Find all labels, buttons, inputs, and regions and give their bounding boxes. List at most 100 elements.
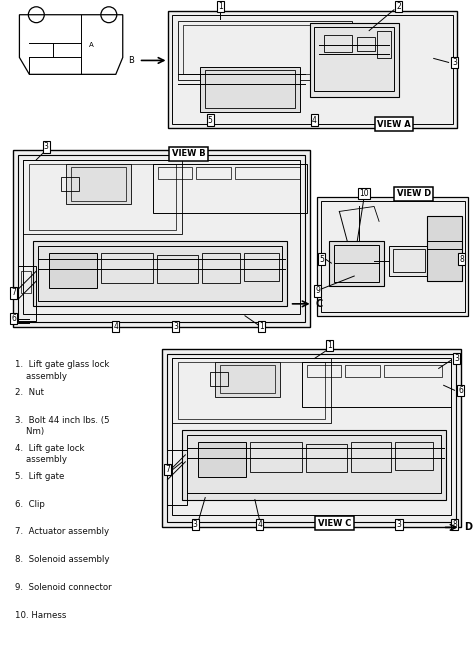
Bar [235, 167, 300, 179]
Text: 6: 6 [458, 386, 463, 395]
Text: 6: 6 [11, 314, 16, 323]
Bar [205, 71, 295, 108]
Bar [306, 444, 347, 472]
Bar [21, 271, 31, 293]
Bar [314, 27, 394, 91]
Text: 5: 5 [319, 255, 324, 264]
Text: 1: 1 [218, 3, 222, 11]
Text: 4: 4 [113, 322, 118, 331]
Text: VIEW D: VIEW D [397, 189, 431, 198]
Bar [202, 253, 240, 283]
Bar [66, 164, 131, 203]
Bar [301, 362, 451, 407]
Bar [168, 11, 456, 128]
Bar [427, 216, 462, 281]
Bar [318, 196, 468, 316]
Text: B: B [128, 56, 134, 65]
Bar [173, 15, 453, 124]
Text: 1.  Lift gate glass lock
    assembly: 1. Lift gate glass lock assembly [16, 360, 110, 380]
Text: 9: 9 [315, 286, 320, 295]
Bar [167, 450, 187, 505]
Text: 1: 1 [259, 322, 264, 331]
Bar [334, 245, 379, 282]
Text: 8: 8 [459, 255, 464, 264]
Text: 5: 5 [208, 115, 213, 124]
Text: 3: 3 [44, 143, 49, 152]
Bar [29, 164, 176, 230]
Bar [244, 253, 279, 281]
Text: 8.  Solenoid assembly: 8. Solenoid assembly [16, 555, 110, 564]
Text: VIEW A: VIEW A [377, 119, 411, 128]
Bar [310, 23, 399, 97]
Bar [250, 442, 301, 472]
Text: 9.  Solenoid connector: 9. Solenoid connector [16, 583, 112, 592]
Bar [377, 30, 391, 58]
Bar [18, 155, 305, 321]
Bar [156, 255, 198, 283]
Bar [321, 200, 465, 312]
Text: 4: 4 [257, 520, 262, 529]
Text: 5.  Lift gate: 5. Lift gate [16, 472, 65, 481]
Text: 3: 3 [397, 520, 401, 529]
Bar [345, 365, 380, 377]
Bar [187, 435, 441, 492]
Bar [18, 266, 36, 321]
Bar [389, 246, 429, 276]
Bar [210, 373, 228, 386]
Bar [183, 25, 347, 75]
Text: 7: 7 [165, 465, 170, 474]
Bar [182, 430, 446, 500]
Text: 3: 3 [193, 520, 198, 529]
Text: 8: 8 [452, 520, 457, 529]
Bar [215, 362, 280, 397]
Bar [163, 349, 461, 527]
Bar [198, 442, 246, 477]
Bar [395, 442, 433, 470]
Bar [178, 362, 326, 419]
Bar [324, 34, 352, 52]
Text: C: C [316, 299, 323, 309]
Bar [307, 365, 341, 377]
Text: 4.  Lift gate lock
    assembly: 4. Lift gate lock assembly [16, 444, 85, 464]
Bar [173, 358, 331, 423]
Text: A: A [89, 41, 93, 47]
Bar [351, 442, 391, 472]
Bar [157, 167, 192, 179]
Bar [153, 164, 307, 213]
Bar [23, 160, 300, 314]
Text: 6.  Clip: 6. Clip [16, 500, 46, 509]
Text: VIEW C: VIEW C [318, 519, 351, 528]
Bar [220, 365, 275, 393]
Bar [61, 177, 79, 191]
Bar [200, 67, 300, 112]
Bar [329, 241, 384, 286]
Text: 10: 10 [359, 189, 369, 198]
Bar [33, 241, 287, 306]
Text: D: D [465, 522, 473, 533]
Text: 7.  Actuator assembly: 7. Actuator assembly [16, 527, 109, 537]
Bar [196, 167, 231, 179]
Text: 3: 3 [452, 58, 457, 67]
Bar [178, 21, 352, 80]
Bar [173, 358, 451, 515]
Text: 3: 3 [173, 322, 178, 331]
Bar [393, 249, 425, 272]
Text: 2.  Nut: 2. Nut [16, 388, 45, 397]
Bar [101, 253, 153, 283]
Bar [49, 253, 97, 288]
Text: 7: 7 [11, 288, 16, 297]
Text: 4: 4 [312, 115, 317, 124]
Text: 1: 1 [327, 341, 332, 350]
Text: 10. Harness: 10. Harness [16, 611, 67, 620]
Bar [357, 36, 375, 51]
Bar [13, 150, 310, 327]
Bar [167, 354, 456, 522]
Bar [384, 365, 442, 377]
Text: 2: 2 [397, 3, 401, 11]
Bar [71, 167, 126, 200]
Bar [23, 160, 182, 235]
Text: 3.  Bolt 44 inch lbs. (5
    Nm): 3. Bolt 44 inch lbs. (5 Nm) [16, 416, 110, 436]
Bar [38, 246, 282, 301]
Text: VIEW B: VIEW B [172, 149, 205, 158]
Text: 3: 3 [454, 354, 459, 363]
